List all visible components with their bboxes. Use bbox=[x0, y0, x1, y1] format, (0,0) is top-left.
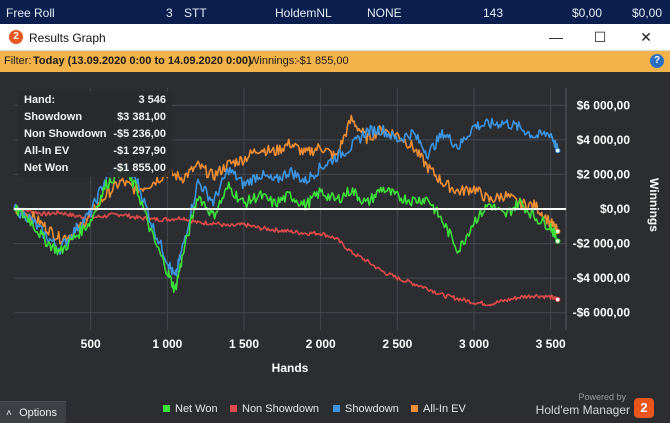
y-axis-label: Winnings bbox=[647, 178, 661, 232]
cell-won: $0,00 bbox=[632, 6, 663, 20]
y-tick-labels: $6 000,00 $4 000,00 $2 000,00 $0,00 -$2 000,… bbox=[573, 98, 631, 319]
stat-label: Net Won bbox=[24, 162, 69, 174]
x-tick-label: 2 500 bbox=[382, 337, 412, 351]
x-tick-label: 1 000 bbox=[152, 337, 182, 351]
bottom-bar: ˄ Options Net Won Non Showdown Showdown … bbox=[0, 390, 670, 423]
brand-logo-icon: 2 bbox=[634, 398, 654, 418]
stat-value: -$1 855,00 bbox=[113, 162, 166, 174]
x-tick-label: 3 000 bbox=[459, 337, 489, 351]
cell-game-type: STT bbox=[184, 6, 207, 20]
stat-row-non-showdown: Non Showdown -$5 236,00 bbox=[24, 126, 166, 143]
maximize-button[interactable]: ☐ bbox=[593, 29, 607, 45]
options-button[interactable]: ˄ Options bbox=[0, 401, 66, 423]
y-tick-label: $4 000,00 bbox=[577, 133, 631, 147]
window-title: Results Graph bbox=[29, 31, 106, 45]
background-session-row[interactable]: Free Roll 3 STT HoldemNL NONE 143 $0,00 … bbox=[0, 0, 670, 24]
series-line-all-in-ev bbox=[13, 114, 558, 245]
y-tick-label: -$4 000,00 bbox=[573, 271, 631, 285]
help-icon[interactable]: ? bbox=[650, 54, 664, 68]
cell-players: 3 bbox=[166, 6, 173, 20]
stat-value: -$5 236,00 bbox=[113, 128, 166, 140]
stat-row-net-won: Net Won -$1 855,00 bbox=[24, 160, 166, 177]
stat-row-showdown: Showdown $3 381,00 bbox=[24, 109, 166, 126]
app-logo-icon: 2 bbox=[9, 30, 23, 44]
filter-bar[interactable]: Filter: Today (13.09.2020 0:00 to 14.09.… bbox=[0, 51, 670, 72]
y-tick-label: $6 000,00 bbox=[577, 98, 631, 112]
stat-label: Showdown bbox=[24, 111, 83, 123]
cell-game-name: Free Roll bbox=[6, 6, 55, 20]
series-line-non-showdown bbox=[13, 207, 559, 307]
legend-label: All-In EV bbox=[423, 403, 466, 415]
stat-row-all-in-ev: All-In EV -$1 297,90 bbox=[24, 143, 166, 160]
legend-item-non-showdown[interactable]: Non Showdown bbox=[230, 403, 319, 415]
cell-buyin: $0,00 bbox=[572, 6, 603, 20]
legend-label: Non Showdown bbox=[242, 403, 320, 415]
stat-row-hands: Hand: 3 546 bbox=[24, 92, 166, 109]
title-bar[interactable]: 2 Results Graph — ☐ ✕ bbox=[0, 24, 670, 51]
legend-item-net-won[interactable]: Net Won bbox=[163, 403, 218, 415]
stat-label: All-In EV bbox=[24, 145, 70, 157]
cell-hands: 143 bbox=[483, 6, 504, 20]
y-tick-label: -$6 000,00 bbox=[573, 306, 631, 320]
cell-variant: NONE bbox=[367, 6, 402, 20]
legend-swatch bbox=[230, 405, 237, 412]
powered-by-text: Powered by bbox=[578, 392, 626, 402]
stats-panel: Hand: 3 546 Showdown $3 381,00 Non Showd… bbox=[18, 91, 172, 177]
x-tick-label: 1 500 bbox=[229, 337, 259, 351]
stat-label: Non Showdown bbox=[24, 128, 107, 140]
brand-name: Hold'em Manager bbox=[535, 403, 630, 417]
minimize-button[interactable]: — bbox=[549, 29, 563, 45]
series-line-net-won bbox=[13, 163, 559, 293]
legend-label: Showdown bbox=[345, 403, 399, 415]
winnings-label: Winnings: bbox=[249, 55, 298, 67]
x-tick-label: 500 bbox=[81, 337, 101, 351]
winnings-value: -$1 855,00 bbox=[296, 55, 349, 67]
legend-swatch bbox=[411, 405, 418, 412]
legend-swatch bbox=[333, 405, 340, 412]
stat-value: $3 381,00 bbox=[117, 111, 166, 123]
options-label: Options bbox=[19, 407, 57, 419]
y-tick-label: -$2 000,00 bbox=[573, 237, 631, 251]
legend-item-all-in-ev[interactable]: All-In EV bbox=[411, 403, 466, 415]
cell-limit: HoldemNL bbox=[275, 6, 332, 20]
x-tick-label: 3 500 bbox=[536, 337, 566, 351]
filter-prefix: Filter: bbox=[4, 55, 32, 67]
x-tick-label: 2 000 bbox=[306, 337, 336, 351]
series-endpoint bbox=[555, 238, 561, 244]
x-tick-labels: 500 1 000 1 500 2 000 2 500 3 000 3 500 bbox=[81, 337, 566, 351]
stat-value: -$1 297,90 bbox=[113, 145, 166, 157]
y-tick-label: $0,00 bbox=[600, 202, 630, 216]
series-endpoint bbox=[555, 147, 561, 154]
x-axis-label: Hands bbox=[272, 361, 309, 375]
legend-swatch bbox=[163, 405, 170, 412]
legend-label: Net Won bbox=[175, 403, 218, 415]
stat-value: 3 546 bbox=[138, 94, 166, 106]
chevron-up-icon: ˄ bbox=[6, 408, 12, 419]
filter-value[interactable]: Today (13.09.2020 0:00 to 14.09.2020 0:0… bbox=[33, 55, 252, 67]
stat-label: Hand: bbox=[24, 94, 56, 106]
y-tick-label: $2 000,00 bbox=[577, 167, 631, 181]
series-endpoint bbox=[555, 296, 561, 303]
legend-item-showdown[interactable]: Showdown bbox=[333, 403, 399, 415]
close-button[interactable]: ✕ bbox=[640, 29, 652, 45]
